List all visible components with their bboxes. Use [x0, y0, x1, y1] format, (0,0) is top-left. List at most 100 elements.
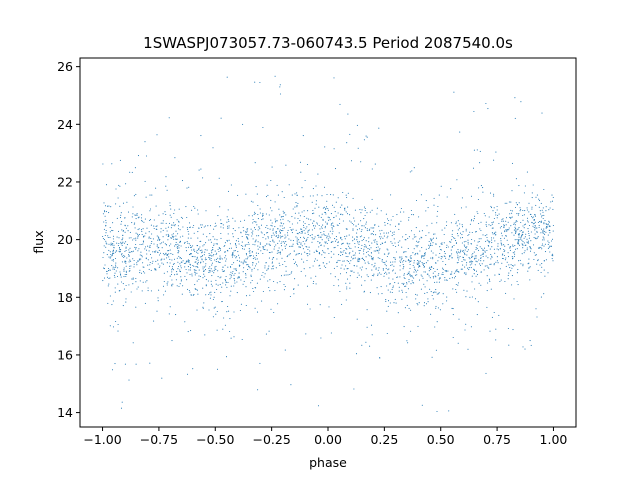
- data-point: [402, 261, 404, 263]
- data-point: [468, 257, 470, 259]
- data-point: [235, 246, 237, 248]
- data-point: [346, 286, 348, 288]
- data-point: [198, 169, 200, 171]
- data-point: [116, 275, 119, 278]
- data-point: [526, 241, 528, 243]
- data-point: [356, 236, 358, 238]
- data-point: [228, 239, 230, 241]
- data-point: [461, 260, 463, 263]
- data-point: [111, 229, 113, 231]
- data-point: [318, 246, 320, 248]
- data-point: [175, 314, 177, 316]
- data-point: [177, 225, 179, 227]
- data-point: [451, 277, 453, 279]
- data-point: [104, 211, 106, 213]
- data-point: [185, 268, 187, 271]
- data-point: [416, 246, 418, 248]
- data-point: [148, 236, 150, 238]
- data-point: [369, 248, 371, 250]
- data-point: [391, 242, 393, 244]
- data-point: [177, 268, 179, 270]
- data-point: [431, 244, 433, 246]
- data-point: [349, 133, 351, 135]
- data-point: [352, 228, 354, 230]
- data-point: [542, 207, 544, 209]
- data-point: [547, 243, 549, 246]
- data-point: [403, 273, 405, 275]
- data-point: [299, 220, 301, 222]
- data-point: [487, 240, 489, 242]
- data-point: [301, 258, 303, 260]
- data-point: [451, 253, 453, 255]
- data-point: [188, 253, 191, 255]
- data-point: [253, 267, 255, 269]
- data-point: [413, 271, 415, 273]
- data-point: [503, 254, 505, 257]
- data-point: [200, 256, 202, 258]
- data-point: [296, 194, 298, 196]
- data-point: [521, 231, 523, 233]
- data-point: [102, 163, 104, 165]
- data-point: [169, 258, 171, 260]
- data-point: [285, 244, 288, 246]
- data-point: [511, 275, 513, 277]
- data-point: [304, 232, 306, 234]
- data-point: [161, 247, 163, 249]
- data-point: [106, 205, 109, 207]
- data-point: [356, 239, 358, 241]
- data-point: [185, 250, 188, 252]
- data-point: [170, 237, 172, 239]
- data-point: [122, 283, 124, 285]
- data-point: [371, 198, 373, 200]
- data-point: [246, 264, 248, 266]
- data-point: [475, 260, 477, 262]
- data-point: [362, 259, 365, 261]
- data-point: [135, 277, 137, 280]
- data-point: [168, 253, 170, 255]
- data-point: [235, 270, 237, 272]
- data-point: [270, 199, 272, 201]
- data-point: [160, 231, 162, 233]
- data-point: [284, 260, 286, 263]
- data-point: [358, 241, 361, 243]
- data-point: [197, 209, 199, 211]
- data-point: [158, 237, 160, 239]
- data-point: [119, 185, 121, 187]
- data-point: [403, 266, 405, 268]
- data-point: [342, 242, 344, 244]
- data-point: [180, 258, 182, 260]
- data-point: [198, 275, 200, 277]
- data-point: [470, 220, 472, 222]
- data-point: [212, 255, 214, 257]
- data-point: [176, 246, 178, 248]
- data-point: [289, 295, 291, 298]
- data-point: [103, 228, 105, 230]
- data-point: [283, 283, 285, 286]
- data-point: [479, 246, 481, 248]
- data-point: [356, 259, 359, 261]
- data-point: [446, 196, 448, 198]
- data-point: [475, 275, 477, 277]
- data-point: [142, 240, 144, 242]
- data-point: [194, 274, 196, 276]
- data-point: [543, 188, 545, 191]
- data-point: [542, 232, 544, 234]
- data-point: [250, 274, 252, 276]
- data-point: [267, 280, 269, 282]
- data-point: [135, 232, 137, 234]
- data-point: [120, 214, 122, 216]
- data-point: [450, 188, 452, 190]
- data-point: [129, 251, 131, 253]
- data-point: [189, 273, 191, 276]
- data-point: [177, 265, 180, 268]
- data-point: [487, 108, 489, 110]
- data-point: [297, 243, 299, 246]
- data-point: [236, 281, 238, 283]
- data-point: [432, 298, 434, 300]
- data-point: [216, 368, 219, 370]
- data-point: [420, 274, 422, 276]
- data-point: [376, 207, 378, 209]
- data-point: [324, 242, 326, 244]
- data-point: [226, 286, 228, 288]
- data-point: [274, 289, 276, 292]
